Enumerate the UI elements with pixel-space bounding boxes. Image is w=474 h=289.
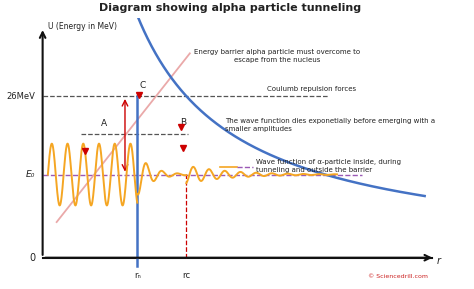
Text: E₀: E₀ (26, 170, 36, 179)
Title: Diagram showing alpha particle tunneling: Diagram showing alpha particle tunneling (99, 3, 361, 13)
Text: Coulumb repulsion forces: Coulumb repulsion forces (267, 86, 356, 92)
Text: 26MeV: 26MeV (7, 92, 36, 101)
Text: B: B (181, 118, 187, 127)
Text: The wave function dies exponetially before emerging with a
smaller amplitudes: The wave function dies exponetially befo… (225, 118, 435, 131)
Text: Energy barrier alpha particle must overcome to
escape from the nucleus: Energy barrier alpha particle must overc… (194, 49, 361, 63)
Text: A: A (101, 119, 107, 128)
Text: U (Energy in MeV): U (Energy in MeV) (48, 22, 117, 31)
Text: 0: 0 (29, 253, 36, 263)
Text: r: r (437, 256, 441, 266)
Text: rₙ: rₙ (134, 271, 141, 280)
Text: © Sciencedrill.com: © Sciencedrill.com (368, 274, 428, 279)
Text: C: C (139, 81, 146, 90)
Text: rᴄ: rᴄ (182, 271, 191, 280)
Text: Wave function of α-particle inside, during
tunneling and outside the barrier: Wave function of α-particle inside, duri… (256, 159, 401, 173)
